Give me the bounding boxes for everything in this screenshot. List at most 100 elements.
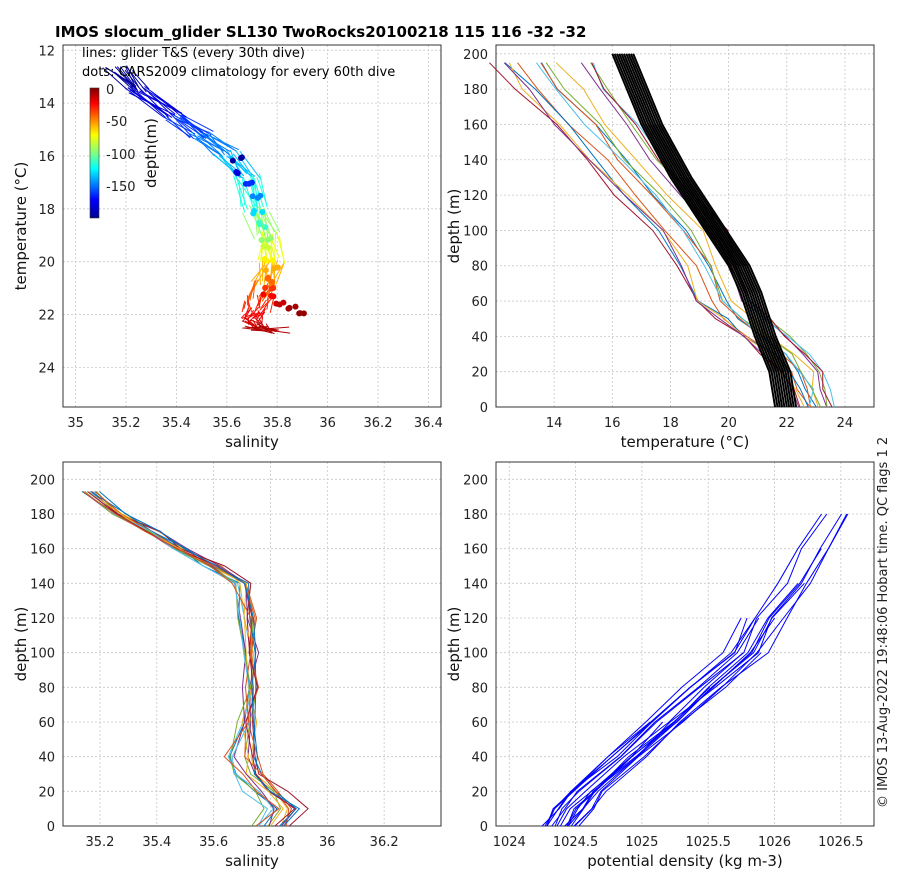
x-tick-label: 36.4 [414, 416, 443, 431]
ts-clim-dot [265, 244, 272, 251]
ts-clim-dot [268, 292, 275, 299]
y-tick-label: 0 [47, 820, 55, 835]
x-tick-label: 16 [604, 416, 621, 431]
y-tick-label: 160 [30, 543, 55, 558]
y-tick-label: 200 [463, 48, 488, 63]
x-tick-label: 35.2 [112, 416, 141, 431]
y-tick-label: 60 [471, 716, 488, 731]
ts-line-segment [176, 118, 209, 133]
ts-line-segment [195, 131, 224, 157]
legend-dots-note: dots: CARS2009 climatology for every 60t… [82, 65, 395, 80]
ts-line-segment [258, 173, 268, 208]
x-tick-label: 35.8 [263, 416, 292, 431]
x-tick-label: 35 [67, 416, 84, 431]
density-profile-line [551, 617, 760, 827]
y-tick-label: 180 [463, 83, 488, 98]
ts-clim-dot [260, 291, 267, 298]
ts-line-segment [252, 312, 264, 319]
salinity-profile-line [82, 491, 280, 827]
ts-line-segment [243, 301, 247, 310]
x-tick-label: 35.6 [212, 416, 241, 431]
y-tick-label: 200 [30, 473, 55, 488]
y-tick-label: 40 [38, 751, 55, 766]
temperature-climatology-line [620, 53, 786, 408]
ts-line-segment [200, 133, 231, 153]
density-profile-line [567, 513, 843, 827]
ts-line-segment [238, 180, 242, 208]
y-tick-label: 20 [471, 366, 488, 381]
x-tick-label: 1024.5 [553, 835, 599, 850]
ts-line-segment [232, 153, 251, 177]
ts-clim-dot [264, 236, 271, 243]
y-tick-label: 0 [480, 401, 488, 416]
ts-line-segment [128, 92, 175, 116]
y-tick-label: 160 [463, 118, 488, 133]
ts-line-segment [113, 71, 136, 93]
y-tick-label: 14 [38, 97, 55, 112]
ts-line-segment [260, 299, 267, 308]
ts-line-segment [274, 231, 277, 258]
ts-line-segment [125, 66, 139, 93]
y-tick-label: 140 [463, 577, 488, 592]
density-profile-line [574, 513, 848, 827]
ts-clim-dot [262, 267, 269, 274]
density-profile-line [554, 513, 828, 827]
temperature-climatology-line [625, 53, 791, 408]
ts-line-segment [189, 133, 224, 151]
ts-line-segment [165, 119, 192, 138]
ts-clim-dot [262, 224, 269, 231]
temperature-climatology-line [616, 53, 781, 408]
ts-clim-dot [297, 310, 304, 317]
y-tick-label: 18 [38, 203, 55, 218]
ts-line-segment [254, 296, 262, 311]
ts-clim-dot [257, 192, 264, 199]
density-profile-line [570, 548, 822, 827]
temperature-climatology-line [618, 53, 784, 408]
salinity-profile-axes: 35.2 35.4 35.6 35.8 36 36.2 0 20 40 60 80 100 120 140… [12, 461, 442, 870]
y-axis-label: depth (m) [445, 189, 463, 264]
ts-clim-dot [238, 154, 245, 161]
y-axis-label: depth (m) [12, 607, 30, 682]
x-tick-label: 35.2 [85, 835, 114, 850]
ts-line-segment [250, 329, 267, 332]
y-tick-label: 180 [463, 508, 488, 523]
y-tick-label: 0 [480, 820, 488, 835]
ts-line-segment [256, 307, 266, 320]
ts-line-segment [114, 66, 137, 90]
x-tick-label: 20 [720, 416, 737, 431]
ts-line-segment [161, 115, 196, 135]
ts-clim-dot [250, 210, 257, 217]
x-tick-label: 36.2 [364, 416, 393, 431]
ts-clim-dot [292, 303, 299, 310]
legend-lines-note: lines: glider T&S (every 30th dive) [82, 46, 305, 61]
ts-line-segment [240, 307, 253, 319]
x-tick-label: 35.4 [142, 835, 171, 850]
colorbar-tick-0: 0 [106, 83, 114, 98]
salinity-profile-line [99, 491, 301, 827]
ts-line-segment [241, 312, 256, 320]
y-tick-label: 140 [463, 154, 488, 169]
y-tick-label: 40 [471, 330, 488, 345]
temperature-climatology-line [622, 53, 788, 408]
y-tick-label: 12 [38, 44, 55, 59]
ts-line-segment [209, 134, 225, 156]
ts-line-segment [193, 137, 220, 155]
x-tick-label: 35.4 [162, 416, 191, 431]
ts-clim-dot [256, 219, 263, 226]
temperature-climatology-line [613, 53, 779, 408]
ts-line-segment [269, 297, 275, 313]
temperature-profile-line [545, 62, 821, 408]
ts-line-segment [102, 67, 128, 90]
y-tick-label: 80 [471, 260, 488, 275]
ts-line-segment [261, 308, 266, 317]
ts-line-segment [236, 177, 248, 210]
ts-line-segment [242, 178, 246, 206]
temperature-climatology-line [627, 53, 793, 408]
y-tick-label: 22 [38, 309, 55, 324]
temperature-climatology-line [611, 53, 777, 408]
ts-line-segment [258, 262, 262, 285]
ts-clim-dot [262, 284, 269, 291]
x-tick-label: 14 [546, 416, 563, 431]
salinity-profile-line [89, 491, 269, 827]
ts-line-segment [253, 178, 264, 208]
